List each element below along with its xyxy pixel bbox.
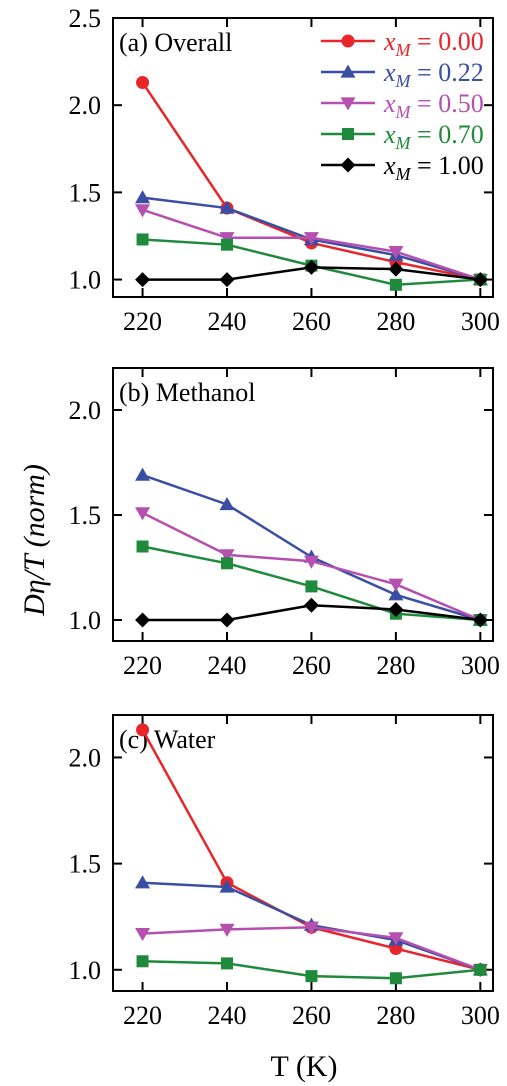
data-point — [303, 921, 319, 935]
data-point — [389, 972, 402, 985]
y-tick-label: 2.0 — [69, 396, 102, 425]
legend-label: xM = 0.00 — [383, 27, 484, 60]
legend-marker — [341, 34, 355, 48]
data-point — [303, 259, 319, 275]
data-point — [389, 278, 402, 291]
y-tick-label: 1.5 — [69, 178, 102, 207]
legend-marker — [340, 157, 356, 173]
data-point — [221, 557, 233, 570]
plot-frame — [112, 17, 494, 298]
panel-title: (b) Methanol — [119, 378, 255, 407]
y-tick-label: 1.5 — [69, 501, 102, 530]
x-tick-label: 260 — [292, 307, 331, 336]
x-tick-label: 220 — [123, 1001, 162, 1030]
data-point — [305, 580, 318, 593]
data-point — [388, 246, 404, 260]
data-point — [219, 923, 235, 937]
data-point — [135, 272, 151, 288]
data-point — [135, 204, 151, 218]
plot-frame — [112, 367, 494, 642]
x-tick-label: 280 — [376, 1001, 415, 1030]
data-point — [135, 612, 151, 628]
data-point — [305, 970, 318, 983]
data-point — [303, 232, 319, 246]
data-point — [136, 723, 150, 737]
panel-title: (a) Overall — [119, 28, 232, 57]
data-point — [135, 467, 151, 481]
legend-marker — [340, 64, 356, 78]
data-point — [136, 540, 149, 553]
data-point — [472, 272, 488, 288]
data-point — [388, 932, 404, 946]
data-point — [221, 238, 233, 251]
y-axis-label: Dη/T (norm) — [18, 464, 51, 617]
y-tick-label: 2.5 — [69, 4, 102, 33]
legend-marker — [340, 97, 356, 111]
x-tick-label: 220 — [123, 307, 162, 336]
x-tick-label: 300 — [461, 651, 500, 680]
y-tick-label: 2.0 — [69, 743, 102, 772]
data-point — [135, 190, 151, 204]
data-point — [219, 497, 235, 511]
x-tick-label: 240 — [208, 1001, 247, 1030]
legend-label: xM = 0.22 — [383, 58, 484, 91]
data-point — [388, 602, 404, 617]
plot-frame — [112, 714, 494, 992]
data-point — [135, 928, 151, 942]
legend-label: xM = 1.00 — [383, 151, 484, 184]
data-point — [472, 612, 488, 628]
data-point — [219, 272, 235, 288]
data-point — [135, 875, 151, 889]
y-tick-label: 1.0 — [69, 266, 102, 295]
data-point — [136, 76, 150, 90]
data-point — [219, 612, 235, 628]
data-point — [219, 879, 235, 893]
data-point — [474, 963, 487, 976]
x-tick-label: 220 — [123, 651, 162, 680]
data-point — [388, 587, 404, 601]
y-tick-label: 1.0 — [69, 606, 102, 635]
x-tick-label: 300 — [461, 1001, 500, 1030]
data-point — [219, 549, 235, 563]
data-point — [136, 955, 149, 968]
data-point — [219, 232, 235, 246]
x-tick-label: 240 — [208, 307, 247, 336]
data-point — [136, 233, 149, 246]
legend-marker — [342, 128, 354, 140]
data-point — [221, 957, 233, 970]
y-tick-label: 1.5 — [69, 850, 102, 879]
x-tick-label: 240 — [208, 651, 247, 680]
chart-panel: 1.0 1.5 2.0 2.5 220 240 260 280 300 (a) Overall — [69, 4, 500, 336]
y-tick-label: 1.0 — [69, 956, 102, 985]
data-point — [219, 200, 235, 214]
x-tick-label: 280 — [376, 307, 415, 336]
panel-title: (c) Water — [119, 725, 216, 754]
x-tick-label: 260 — [292, 1001, 331, 1030]
data-point — [388, 261, 404, 277]
data-point — [303, 597, 319, 613]
data-point — [388, 578, 404, 592]
x-tick-label: 260 — [292, 651, 331, 680]
legend-label: xM = 0.70 — [383, 120, 484, 153]
legend-label: xM = 0.50 — [383, 89, 484, 122]
x-tick-label: 280 — [376, 651, 415, 680]
x-axis-label: T (K) — [271, 1050, 338, 1083]
data-point — [135, 507, 151, 521]
data-point — [303, 555, 319, 569]
y-tick-label: 2.0 — [69, 91, 102, 120]
chart-panel: 1.0 1.5 2.0 220 240 260 280 300 (b) Methanol — [69, 367, 500, 680]
x-tick-label: 300 — [461, 307, 500, 336]
chart-panel: 1.0 1.5 2.0 220 240 260 280 300 (c) Water — [69, 714, 500, 1030]
